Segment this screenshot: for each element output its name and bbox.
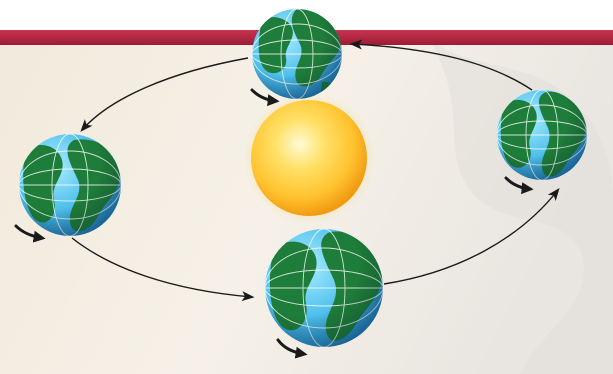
rotation-arrows xyxy=(14,88,534,359)
orbit-arc-left-to-bottom xyxy=(71,237,255,302)
sun xyxy=(243,92,375,224)
rotation-arrow-left xyxy=(14,224,46,243)
earth-top xyxy=(252,9,342,99)
rotation-arrow-right xyxy=(504,176,534,195)
earth-left xyxy=(19,134,121,236)
orbit-arc-bottom-to-right xyxy=(383,188,560,285)
orbit-path xyxy=(71,39,560,302)
sun-disc xyxy=(251,100,367,216)
earth-bottom xyxy=(265,229,383,347)
earth-right xyxy=(497,90,587,180)
orbit-arc-top-to-left xyxy=(80,57,249,132)
orbit-arc-right-to-top xyxy=(349,39,533,91)
rotation-arrow-bottom xyxy=(276,338,308,359)
rotation-arrow-top xyxy=(250,88,280,107)
